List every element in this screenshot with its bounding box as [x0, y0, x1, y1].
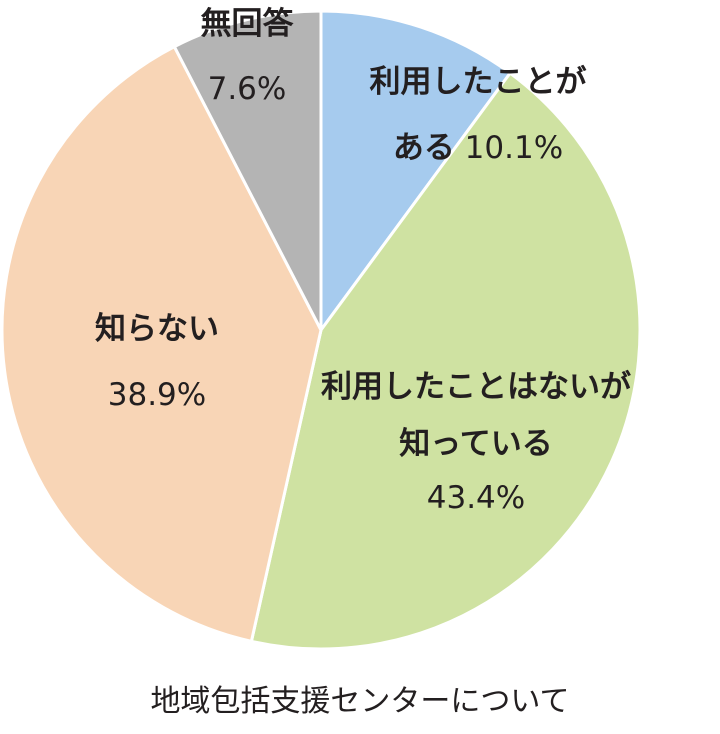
- slice-label-1-line-1: 知っている: [399, 426, 552, 462]
- slice-label-text: 利用したことはないが: [321, 369, 631, 405]
- slice-value-label: 10.1%: [455, 130, 563, 166]
- pie-slice-2: [0, 45, 323, 643]
- slice-label-text: 知らない: [95, 311, 219, 347]
- slice-label-3-line-0: 無回答: [201, 6, 295, 42]
- slice-label-text: ある: [393, 130, 455, 166]
- slice-label-text: 知っている: [399, 426, 552, 462]
- slice-label-1-line-0: 利用したことはないが: [321, 369, 631, 405]
- slice-label-text: 利用したことが: [370, 64, 587, 100]
- slice-label-0-line-1: ある 10.1%: [393, 130, 563, 166]
- pie-slice-0: [319, 9, 512, 332]
- chart-caption: 地域包括支援センターについて: [150, 684, 570, 719]
- slice-label-0-line-0: 利用したことが: [370, 64, 587, 100]
- pie-slice-3: [172, 9, 323, 332]
- slice-label-text: 無回答: [201, 6, 295, 42]
- slice-value-label-2: 38.9%: [108, 377, 206, 413]
- pie-slices: [0, 9, 642, 651]
- pie-slice-1: [249, 71, 642, 651]
- slice-label-2-line-0: 知らない: [95, 311, 219, 347]
- slice-value-label-1: 43.4%: [427, 480, 525, 516]
- slice-value-label-3: 7.6%: [208, 71, 287, 107]
